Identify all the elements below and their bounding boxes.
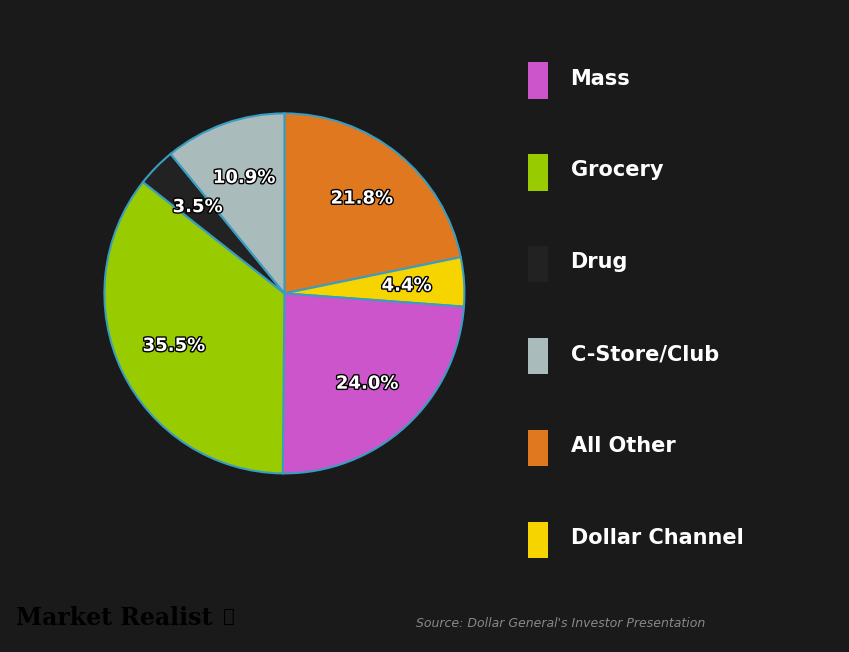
Text: Drug: Drug (571, 252, 628, 273)
Text: C-Store/Club: C-Store/Club (571, 344, 719, 364)
FancyBboxPatch shape (528, 246, 548, 282)
Text: ⌕: ⌕ (222, 607, 234, 626)
Wedge shape (104, 182, 284, 473)
Text: Source: Dollar General's Investor Presentation: Source: Dollar General's Investor Presen… (416, 617, 706, 630)
Wedge shape (284, 113, 461, 293)
Text: 4.4%: 4.4% (381, 276, 431, 295)
Wedge shape (284, 257, 464, 306)
Text: 10.9%: 10.9% (213, 169, 275, 187)
Text: 35.5%: 35.5% (143, 337, 205, 355)
Text: All Other: All Other (571, 436, 675, 456)
FancyBboxPatch shape (528, 522, 548, 558)
Text: 3.5%: 3.5% (172, 198, 222, 216)
Text: 24.0%: 24.0% (336, 375, 398, 393)
Text: Mass: Mass (571, 68, 630, 89)
Text: Grocery: Grocery (571, 160, 663, 181)
FancyBboxPatch shape (528, 338, 548, 374)
Wedge shape (283, 293, 464, 473)
Text: Dollar Channel: Dollar Channel (571, 528, 743, 548)
FancyBboxPatch shape (528, 430, 548, 466)
FancyBboxPatch shape (528, 154, 548, 190)
FancyBboxPatch shape (528, 62, 548, 98)
Wedge shape (143, 154, 284, 293)
Text: 21.8%: 21.8% (330, 190, 393, 207)
Text: Market Realist: Market Realist (16, 606, 213, 630)
Wedge shape (171, 113, 284, 293)
